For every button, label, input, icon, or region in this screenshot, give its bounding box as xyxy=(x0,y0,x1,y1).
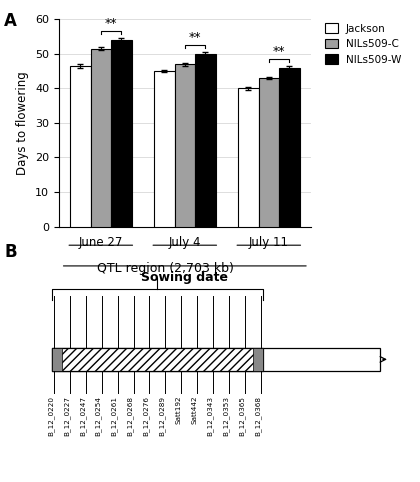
Text: A: A xyxy=(4,12,17,30)
Bar xyxy=(52,348,263,371)
Bar xyxy=(154,71,175,227)
Bar xyxy=(279,67,299,227)
Text: B_12_0353: B_12_0353 xyxy=(222,396,229,436)
Y-axis label: Days to flowering: Days to flowering xyxy=(16,71,29,175)
Text: **: ** xyxy=(189,31,201,44)
Bar xyxy=(52,348,380,371)
Bar xyxy=(91,49,111,227)
Bar xyxy=(253,348,263,371)
Text: B_12_0365: B_12_0365 xyxy=(238,396,245,436)
Text: Satt192: Satt192 xyxy=(175,396,181,424)
Text: B_12_0261: B_12_0261 xyxy=(111,396,118,436)
Text: **: ** xyxy=(273,45,285,58)
Text: B_12_0276: B_12_0276 xyxy=(143,396,150,436)
Text: B_12_0368: B_12_0368 xyxy=(254,396,261,436)
Bar xyxy=(259,78,279,227)
Text: B_12_0268: B_12_0268 xyxy=(127,396,134,436)
Text: QTL region (2,703 kb): QTL region (2,703 kb) xyxy=(97,262,234,275)
Bar xyxy=(111,40,131,227)
Text: B_12_0247: B_12_0247 xyxy=(79,396,86,436)
Text: B_12_0227: B_12_0227 xyxy=(63,396,70,436)
Text: B: B xyxy=(4,243,17,261)
Text: B_12_0254: B_12_0254 xyxy=(95,396,102,436)
Text: B_12_0343: B_12_0343 xyxy=(206,396,213,436)
Text: Satt442: Satt442 xyxy=(191,396,197,424)
Bar xyxy=(175,64,195,227)
Text: B_12_0220: B_12_0220 xyxy=(47,396,54,436)
Bar xyxy=(238,88,259,227)
Text: B_12_0289: B_12_0289 xyxy=(159,396,165,436)
Bar xyxy=(195,54,215,227)
Bar xyxy=(52,348,62,371)
X-axis label: Sowing date: Sowing date xyxy=(141,271,228,284)
Legend: Jackson, NILs509-C, NILs509-W: Jackson, NILs509-C, NILs509-W xyxy=(321,19,405,69)
Text: **: ** xyxy=(105,17,117,30)
Bar xyxy=(70,66,91,227)
